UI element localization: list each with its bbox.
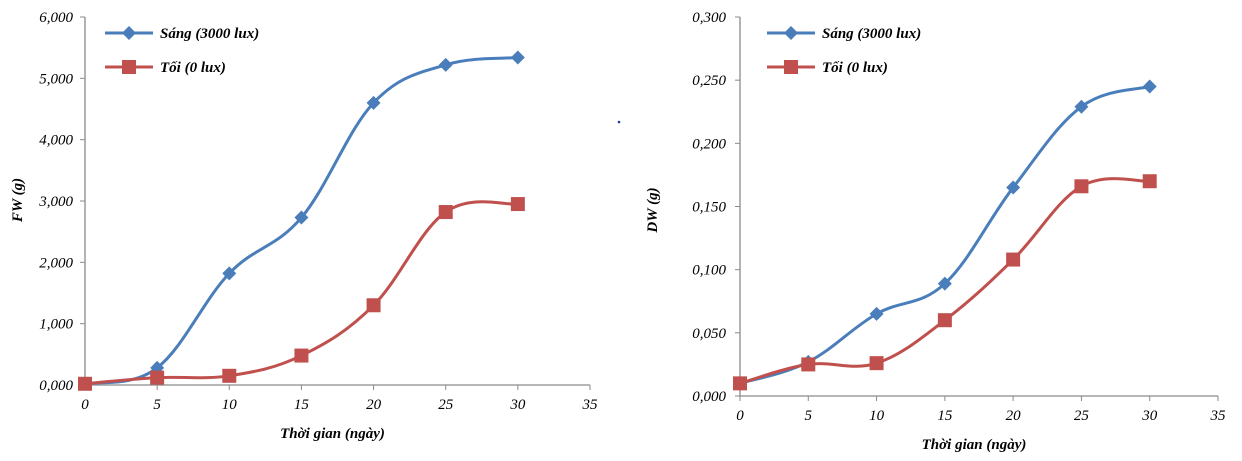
dw-legend-marker-0 — [784, 26, 798, 40]
dw-chart: 0,000 0,050 0,100 0,150 0,200 0,250 0,300 0 5 10 1… — [645, 10, 1226, 453]
stray-dot — [617, 120, 621, 124]
dw-x-tick-label: 25 — [1074, 408, 1090, 424]
dw-series-toi-point — [1074, 179, 1089, 194]
fw-legend-marker-1 — [122, 60, 136, 74]
fw-y-tick-label: 4,000 — [39, 133, 73, 149]
fw-legend-label-0: Sáng (3000 lux) — [160, 26, 259, 42]
fw-y-tick-label: 3,000 — [38, 194, 73, 210]
dw-x-tick-label: 35 — [1210, 408, 1227, 424]
dw-x-tick-label: 5 — [805, 408, 813, 424]
dw-legend-marker-1 — [784, 60, 798, 74]
dw-y-tick-label: 0,100 — [692, 263, 726, 279]
fw-y-tick-label: 0,000 — [39, 378, 73, 394]
dw-y-axis-title: DW (g) — [645, 187, 661, 233]
fw-x-tick-label: 20 — [366, 397, 382, 413]
fw-x-tick-label: 10 — [222, 397, 238, 413]
fw-series-sang-point — [222, 266, 237, 281]
dw-series-toi-point — [1142, 174, 1157, 189]
fw-x-tick-label: 25 — [438, 397, 454, 413]
dw-x-tick-label: 15 — [937, 408, 953, 424]
fw-x-tick-label: 0 — [81, 397, 89, 413]
fw-series-toi-point — [366, 298, 381, 313]
fw-series-toi-point — [510, 197, 525, 212]
fw-series-toi-point — [294, 348, 309, 363]
dw-series-toi-point — [869, 356, 884, 371]
dw-series-sang-point — [1006, 180, 1021, 195]
dw-series-sang-point — [937, 276, 952, 291]
fw-x-tick-label: 35 — [582, 397, 599, 413]
fw-y-tick-label: 5,000 — [39, 71, 73, 87]
dw-series-sang-point — [1142, 79, 1157, 94]
dw-series-sang-point — [869, 306, 884, 321]
dw-y-tick-label: 0,150 — [692, 200, 726, 216]
fw-series-toi-point — [150, 370, 165, 385]
dw-x-tick-label: 30 — [1141, 408, 1158, 424]
fw-y-axis-title: FW (g) — [10, 178, 26, 223]
fw-legend-label-1: Tối (0 lux) — [160, 60, 226, 76]
dw-series-toi-point — [801, 357, 816, 372]
fw-series-sang-point — [366, 95, 381, 110]
dw-y-tick-label: 0,250 — [692, 73, 726, 89]
dw-legend-label-1: Tối (0 lux) — [822, 60, 888, 76]
fw-series-toi-point — [222, 368, 237, 383]
dw-x-tick-label: 10 — [869, 408, 885, 424]
dw-x-axis-title: Thời gian (ngày) — [922, 437, 1027, 453]
dw-series-sang-point — [1074, 99, 1089, 114]
dw-series-toi-point — [1006, 252, 1021, 267]
dw-legend-label-0: Sáng (3000 lux) — [822, 26, 921, 42]
fw-y-tick-label: 1,000 — [39, 317, 73, 333]
fw-legend-marker-0 — [122, 26, 136, 40]
dw-y-tick-label: 0,000 — [692, 389, 726, 405]
fw-series-sang-point — [438, 57, 453, 72]
fw-y-tick-label: 6,000 — [39, 10, 73, 26]
dw-series-sang-line — [739, 85, 1151, 385]
dw-series-toi-point — [937, 313, 952, 328]
fw-x-axis-title: Thời gian (ngày) — [280, 426, 385, 442]
fw-chart: 0,000 1,000 2,000 3,000 4,000 5,000 6,000 0 5 10 1… — [10, 10, 598, 442]
dw-series-toi-point — [733, 376, 747, 391]
fw-series-sang-point — [510, 50, 525, 65]
fw-x-tick-label: 15 — [294, 397, 310, 413]
fw-x-tick-label: 30 — [509, 397, 526, 413]
dw-y-tick-label: 0,300 — [692, 10, 726, 26]
fw-series-toi-point — [438, 205, 453, 220]
fw-series-toi-point — [78, 376, 92, 391]
dw-x-tick-label: 20 — [1006, 408, 1022, 424]
dw-x-tick-label: 0 — [736, 408, 744, 424]
dw-y-tick-label: 0,050 — [692, 326, 726, 342]
fw-x-tick-label: 5 — [153, 397, 161, 413]
fw-series-sang-point — [294, 210, 309, 225]
dw-y-tick-label: 0,200 — [692, 136, 726, 152]
fw-y-tick-label: 2,000 — [39, 255, 73, 271]
